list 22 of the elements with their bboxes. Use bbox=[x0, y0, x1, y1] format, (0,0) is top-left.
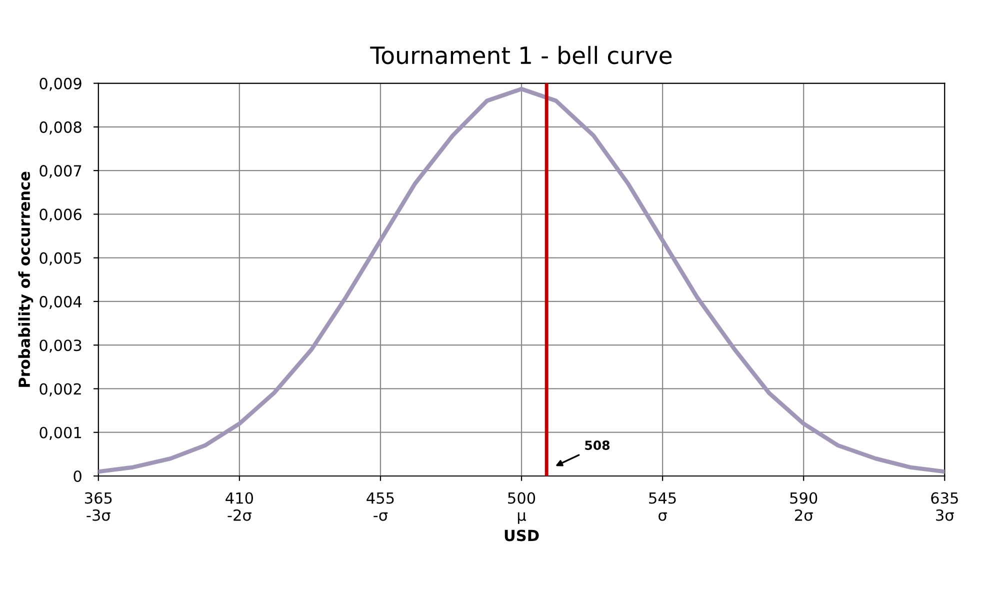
y-tick-label: 0,005 bbox=[40, 252, 82, 266]
y-tick-label: 0,002 bbox=[40, 383, 81, 396]
y-tick-label: 0,006 bbox=[40, 208, 82, 222]
y-axis-title: Probability of occurrence bbox=[18, 172, 34, 387]
x-tick-label: 545 σ bbox=[649, 492, 676, 521]
y-tick-label: 0,004 bbox=[40, 296, 82, 310]
y-tick-label: 0,009 bbox=[40, 78, 82, 91]
y-tick-label: 0 bbox=[74, 470, 82, 482]
x-tick-label: 365 -3σ bbox=[84, 492, 112, 521]
x-tick-label: 635 3σ bbox=[931, 492, 958, 521]
x-tick-label: 590 2σ bbox=[790, 492, 818, 521]
y-tick-label: 0,007 bbox=[40, 165, 82, 178]
y-tick-label: 0,008 bbox=[40, 121, 82, 135]
x-tick-label: 455 -σ bbox=[366, 492, 394, 521]
chart-title: Tournament 1 - bell curve bbox=[370, 46, 672, 64]
line-series bbox=[98, 86, 945, 474]
y-tick-label: 0,001 bbox=[40, 426, 82, 440]
x-axis-title: USD bbox=[504, 530, 539, 542]
x-tick-label: 410 -2σ bbox=[226, 492, 254, 521]
y-tick-label: 0,003 bbox=[40, 340, 82, 353]
x-tick-label: 500 μ bbox=[508, 492, 536, 524]
ref-line-label: 508 bbox=[585, 440, 610, 450]
